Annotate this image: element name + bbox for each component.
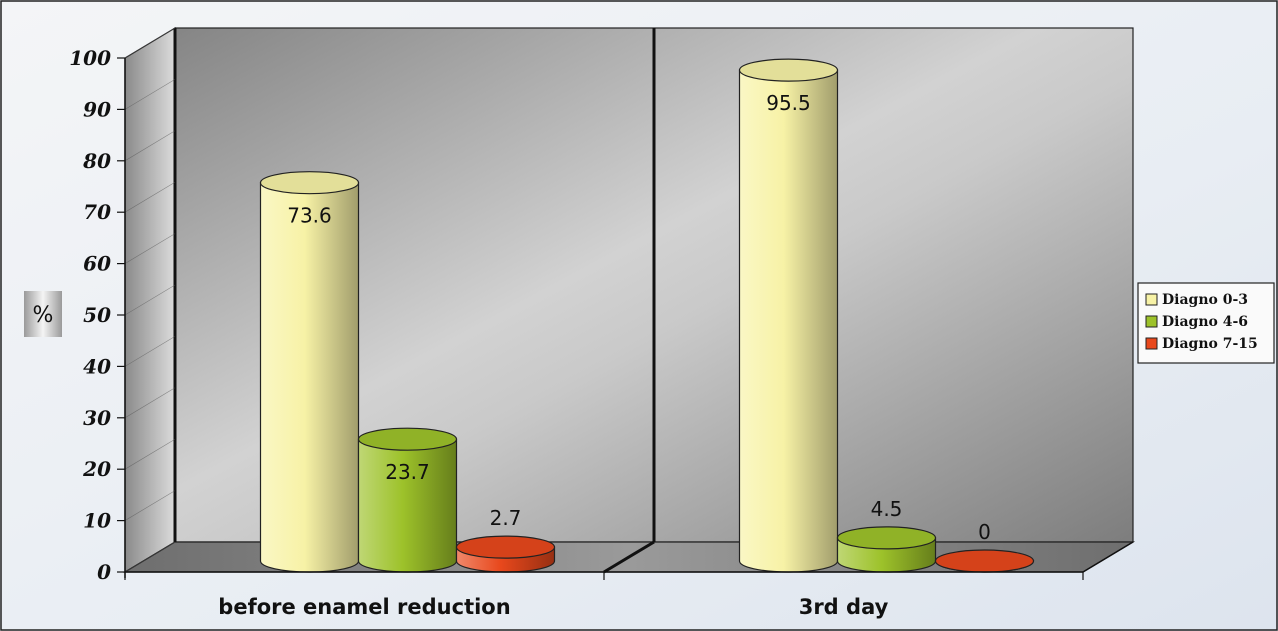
data-labels: 73.6 23.7 2.7 95.5 4.5 0 — [287, 91, 991, 544]
data-label: 2.7 — [490, 506, 522, 530]
gridline — [124, 181, 176, 213]
y-axis: 0 10 20 30 40 50 60 70 80 90 100 — [69, 46, 126, 584]
bar-body — [357, 438, 458, 573]
bar-top — [455, 535, 556, 559]
y-axis-label-box — [24, 291, 62, 337]
gridline — [124, 233, 176, 264]
category-divider-floor — [603, 540, 655, 574]
y-tick-label: 80 — [82, 149, 111, 173]
gridline — [124, 490, 176, 521]
data-label: 4.5 — [871, 497, 903, 521]
y-tick-label: 0 — [97, 560, 111, 584]
bar-0-1 — [357, 427, 458, 573]
bar-body — [259, 182, 360, 573]
data-label: 0 — [978, 520, 991, 544]
legend-swatch — [1145, 337, 1158, 350]
legend: Diagno 0-3 Diagno 4-6 Diagno 7-15 — [1137, 282, 1275, 364]
y-tick-label: 20 — [82, 457, 111, 481]
gridline — [124, 79, 176, 110]
bar-0-0 — [259, 171, 360, 573]
bar-body — [738, 69, 839, 573]
y-tick-label: 70 — [83, 200, 111, 224]
y-axis-label: % — [24, 291, 62, 337]
y-tick-label: 100 — [69, 46, 111, 70]
x-axis-right-edge — [1082, 541, 1134, 573]
data-label: 23.7 — [385, 460, 430, 484]
y-axis-label-text: % — [33, 303, 54, 328]
data-label: 73.6 — [287, 204, 332, 228]
bar-1-1 — [836, 526, 937, 573]
y-tick-label: 50 — [83, 303, 111, 327]
y-tick-label: 30 — [83, 406, 111, 430]
y-tick-label: 10 — [83, 509, 111, 533]
y-tick-label: 90 — [83, 97, 111, 121]
bar-0-2 — [455, 535, 556, 573]
gridline — [124, 387, 176, 419]
gridline — [124, 27, 176, 59]
legend-swatch — [1145, 315, 1158, 328]
bars — [259, 58, 1035, 573]
bar-top — [738, 58, 839, 82]
gridlines — [124, 27, 176, 573]
data-label: 95.5 — [766, 91, 811, 115]
bar-top — [836, 526, 937, 550]
gridline — [124, 336, 176, 367]
gridline — [124, 130, 176, 162]
legend-label: Diagno 4-6 — [1162, 314, 1248, 330]
bar-1-0 — [738, 58, 839, 573]
gridline — [124, 438, 176, 470]
bar-1-2 — [934, 549, 1035, 573]
legend-label: Diagno 7-15 — [1162, 336, 1258, 352]
gridline — [124, 284, 176, 316]
legend-box — [1137, 282, 1275, 364]
x-axis: before enamel reduction 3rd day — [124, 541, 1134, 619]
bar-top — [934, 549, 1035, 573]
legend-swatch — [1145, 293, 1158, 306]
y-tick-label: 60 — [83, 252, 111, 276]
y-tick-label: 40 — [83, 354, 111, 378]
legend-label: Diagno 0-3 — [1162, 292, 1248, 308]
x-category-label: before enamel reduction — [218, 595, 510, 619]
x-category-label: 3rd day — [799, 595, 889, 619]
bar-top — [259, 171, 360, 195]
bar-top — [357, 427, 458, 451]
gridline — [124, 541, 176, 573]
